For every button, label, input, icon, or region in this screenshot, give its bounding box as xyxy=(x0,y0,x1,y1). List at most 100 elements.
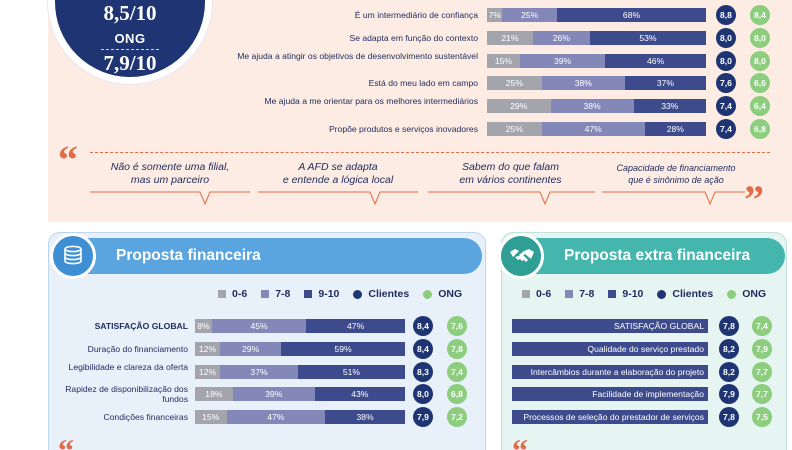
financial-legend: 0-6 7-8 9-10 Clientes ONG xyxy=(218,288,476,300)
clientes-score-badge: 7,8 xyxy=(719,316,739,336)
clientes-score-badge: 7,9 xyxy=(413,407,433,428)
clientes-score-badge: 8,2 xyxy=(719,361,739,382)
bar-segment: 38% xyxy=(550,99,634,114)
bar-segment: 38% xyxy=(541,76,625,91)
bar-segment: 37% xyxy=(220,364,298,379)
ong-score-badge: 7,9 xyxy=(752,338,772,359)
ong-score-badge: 6,4 xyxy=(750,96,770,117)
extra-quote-icon: “ xyxy=(512,432,528,450)
ong-score-badge: 7,5 xyxy=(752,407,772,428)
quote-3-line2: em vários continentes xyxy=(459,174,562,186)
legend-item-clientes: Clientes xyxy=(657,288,713,300)
ong-score-badge: 8,0 xyxy=(750,50,770,71)
clientes-score-badge: 7,6 xyxy=(716,73,736,94)
bar-segment: 43% xyxy=(314,387,405,402)
bar-segment: 21% xyxy=(487,30,533,45)
bar-segment: 7% xyxy=(487,8,503,22)
stacked-bar: 12% 37% 51% xyxy=(195,364,405,379)
ong-score-badge: 8,4 xyxy=(750,5,770,25)
row-label: SATISFAÇÃO GLOBAL xyxy=(94,321,188,331)
bar-segment: 51% xyxy=(297,364,405,379)
quote-4-line1: Capacidade de financiamento xyxy=(616,163,736,173)
ong-label: ONG xyxy=(114,31,146,46)
bar-segment: 33% xyxy=(633,99,706,114)
quote-1-line2: mas um parceiro xyxy=(130,174,210,186)
stacked-bar: Intercâmbios durante a elaboração do pro… xyxy=(512,364,708,379)
clientes-score-badge: 8,3 xyxy=(413,361,433,382)
handshake-icon xyxy=(498,233,544,279)
legend-item-ong: ONG xyxy=(727,288,766,300)
row-label: Legibilidade e clareza da oferta xyxy=(68,361,188,372)
bar-segment: 47% xyxy=(226,410,326,425)
bar-segment: 46% xyxy=(605,53,706,68)
stacked-bar: Qualidade do serviço prestado xyxy=(512,341,708,356)
bar-segment: 39% xyxy=(519,53,606,68)
bar-segment: 18% xyxy=(195,387,233,402)
quote-4: Capacidade de financiamento que é sinôni… xyxy=(600,162,752,186)
quote-divider xyxy=(90,152,770,153)
bar-segment: Facilidade de implementação xyxy=(512,387,708,402)
quote-3: Sabem do que falam em vários continentes xyxy=(428,161,593,187)
bar-segment: 12% xyxy=(195,341,221,356)
stacked-bar: Facilidade de implementação xyxy=(512,387,708,402)
row-label: Me ajuda a atingir os objetivos de desen… xyxy=(237,50,478,61)
row-label: Propõe produtos e serviços inovadores xyxy=(328,124,478,134)
legend-item-9-10: 9-10 xyxy=(304,288,339,300)
stacked-bar: 25% 47% 28% xyxy=(487,122,706,136)
row-label: Me ajuda a me orientar para os melhores … xyxy=(264,96,478,107)
bar-segment: 29% xyxy=(220,341,282,356)
ong-score-badge: 7,4 xyxy=(447,361,467,382)
bar-segment: Intercâmbios durante a elaboração do pro… xyxy=(512,364,708,379)
legend-item-7-8: 7-8 xyxy=(565,288,594,300)
clientes-score-badge: 7,9 xyxy=(719,384,739,405)
clientes-score-badge: 7,4 xyxy=(716,119,736,139)
ong-score-badge: 7,4 xyxy=(752,316,772,336)
ong-score-badge: 7,7 xyxy=(752,361,772,382)
quote-2-line1: A AFD se adapta xyxy=(298,161,378,173)
financial-title: Proposta financeira xyxy=(64,238,482,274)
quote-callout-lines xyxy=(90,191,745,206)
financial-quote-icon: “ xyxy=(58,432,74,450)
legend-item-0-6: 0-6 xyxy=(218,288,247,300)
clientes-score-badge: 8,4 xyxy=(413,338,433,359)
bar-segment: Qualidade do serviço prestado xyxy=(512,341,708,356)
stacked-bar: 15% 39% 46% xyxy=(487,53,706,68)
bar-segment: 25% xyxy=(502,8,558,22)
score-divider xyxy=(101,49,159,50)
row-label: Condições financeiras xyxy=(103,412,188,423)
ong-score-badge: 7,6 xyxy=(447,316,467,336)
stacked-bar: 21% 26% 53% xyxy=(487,30,706,45)
bar-segment: 29% xyxy=(487,99,551,114)
ong-score: 7,9/10 xyxy=(103,51,157,75)
legend-item-0-6: 0-6 xyxy=(522,288,551,300)
bar-segment: 15% xyxy=(487,53,520,68)
stacked-bar: 7% 25% 68% xyxy=(487,8,706,22)
legend-item-clientes: Clientes xyxy=(353,288,409,300)
quote-1-line1: Não é somente uma filial, xyxy=(110,161,230,173)
stacked-bar: 8% 45% 47% xyxy=(195,319,405,333)
bar-segment: 47% xyxy=(541,122,645,136)
bar-segment: 25% xyxy=(487,76,542,91)
bar-segment: 8% xyxy=(195,319,212,333)
stacked-bar: 12% 29% 59% xyxy=(195,341,405,356)
bar-segment: 38% xyxy=(325,410,405,425)
bar-segment: 45% xyxy=(211,319,307,333)
ong-score-badge: 6,6 xyxy=(750,73,770,94)
stacked-bar: SATISFAÇÃO GLOBAL xyxy=(512,319,708,333)
clientes-score-badge: 7,8 xyxy=(719,407,739,428)
bar-segment: 53% xyxy=(589,30,706,45)
stacked-bar: 29% 38% 33% xyxy=(487,99,706,114)
row-label: É um intermediário de confiança xyxy=(354,10,478,20)
bar-segment: 28% xyxy=(644,122,706,136)
clientes-score-badge: 8,0 xyxy=(413,384,433,405)
quote-2-line2: e entende a lógica local xyxy=(282,174,394,186)
bar-segment: 68% xyxy=(557,8,706,22)
quote-4-line2: que é sinônimo de ação xyxy=(628,175,724,185)
bar-segment: 12% xyxy=(195,364,221,379)
legend-item-9-10: 9-10 xyxy=(608,288,643,300)
ong-score-badge: 7,7 xyxy=(752,384,772,405)
bar-segment: 15% xyxy=(195,410,227,425)
bar-segment: 25% xyxy=(487,122,542,136)
clientes-score-badge: 8,2 xyxy=(719,338,739,359)
extra-title: Proposta extra financeira xyxy=(512,238,785,274)
